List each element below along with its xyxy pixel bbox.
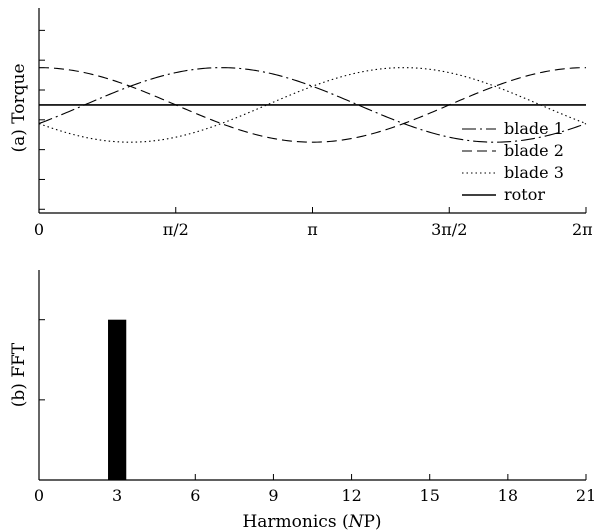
x-tick-label: 2π [572, 220, 593, 239]
x-tick-label: 3π/2 [431, 220, 467, 239]
x-tick-label: 18 [498, 486, 518, 505]
legend-label: blade 1 [504, 119, 564, 138]
panel-b-y-ticks [39, 319, 45, 401]
panel-a-y-ticks [39, 29, 45, 210]
x-tick-label: 15 [420, 486, 440, 505]
panel-b-x-label: Harmonics (NP) [242, 512, 381, 532]
panel-a-y-label: (a) Torque [9, 63, 29, 152]
panel-a-legend: blade 1 blade 2 blade 3 rotor [462, 119, 564, 204]
legend-label: rotor [504, 185, 545, 204]
x-tick-label: 0 [34, 486, 44, 505]
series-line-blade-3 [38, 67, 587, 143]
panel-a-x-ticks: 0 π/2 π 3π/2 2π [34, 207, 593, 239]
panel-b-y-label: (b) FFT [9, 342, 29, 407]
legend-label: blade 3 [504, 163, 564, 182]
x-tick-label: 9 [268, 486, 278, 505]
panel-b-bars [108, 319, 127, 480]
panel-b-fft: 0 3 6 9 12 15 18 21 (b) FFT Harmonics (NP) [9, 270, 596, 532]
bar-harmonic-3 [108, 319, 127, 480]
x-tick-label: π [307, 220, 318, 239]
x-tick-label: 3 [112, 486, 122, 505]
x-tick-label: 21 [576, 486, 596, 505]
x-tick-label: π/2 [163, 220, 189, 239]
panel-a-series [38, 67, 587, 143]
legend-label: blade 2 [504, 141, 564, 160]
x-tick-label: 0 [34, 220, 44, 239]
series-line-blade-2 [38, 67, 587, 143]
x-tick-label: 6 [190, 486, 200, 505]
x-tick-label: 12 [341, 486, 361, 505]
panel-b-x-ticks: 0 3 6 9 12 15 18 21 [34, 474, 596, 505]
